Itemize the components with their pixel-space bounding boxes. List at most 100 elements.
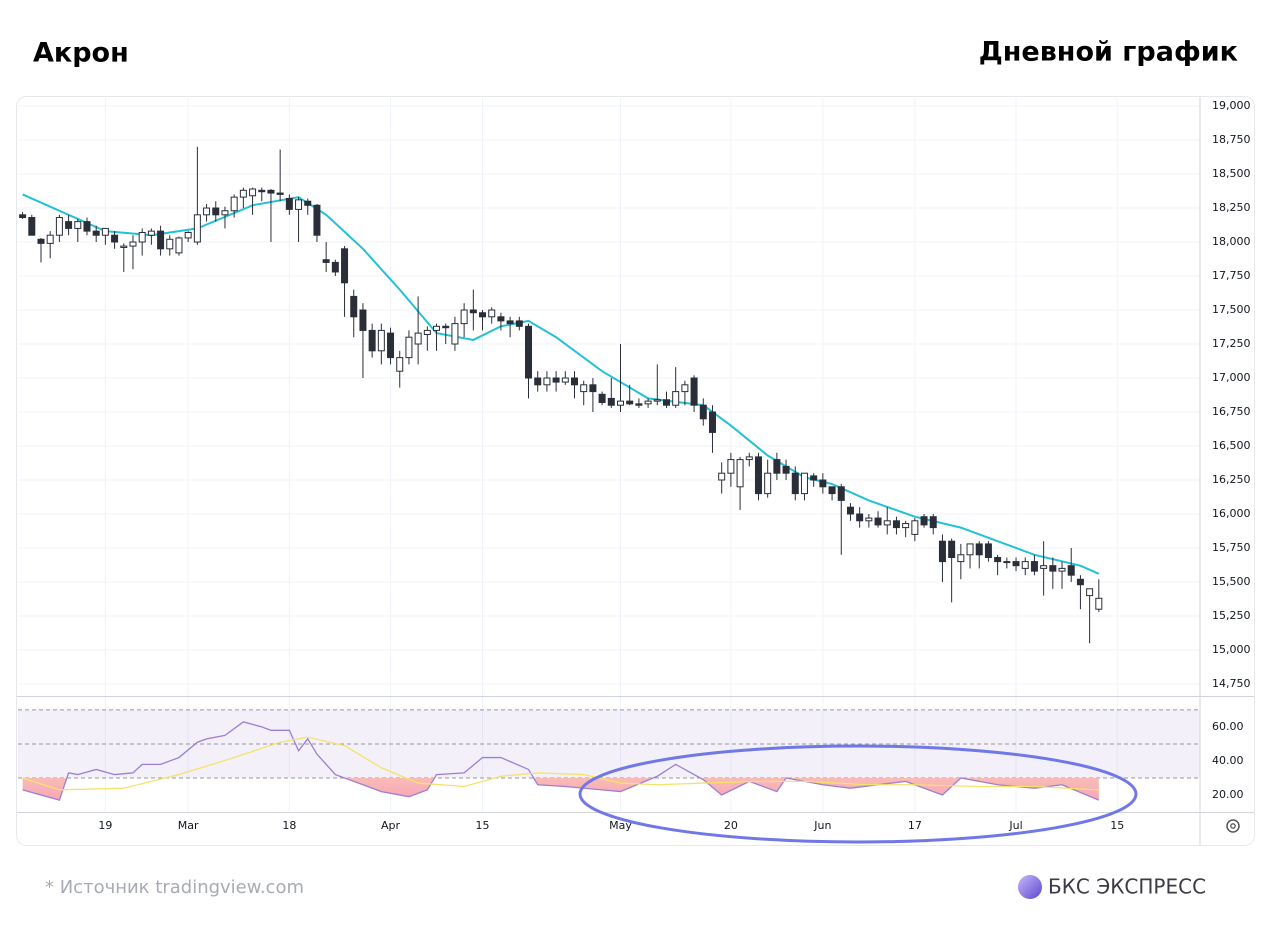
candle-body — [718, 472, 726, 481]
candle-body — [46, 234, 54, 244]
candle-body — [28, 217, 36, 236]
rsi-tick-label: 40.00 — [1212, 754, 1244, 767]
candle-body — [111, 234, 119, 243]
y-tick-label: 18,750 — [1212, 133, 1251, 146]
candle-body — [1040, 565, 1048, 569]
candle-body — [451, 323, 459, 345]
candle-body — [350, 295, 358, 318]
candle-body — [984, 543, 992, 559]
x-tick-label: May — [609, 819, 632, 832]
rsi-line — [22, 736, 1099, 791]
candle-body — [74, 221, 82, 229]
candle-body — [120, 245, 128, 248]
candle-body — [460, 309, 468, 325]
candle-body — [662, 399, 670, 406]
rsi-tick-label: 20.00 — [1212, 788, 1244, 801]
candle-body — [377, 329, 385, 352]
candle-body — [313, 204, 321, 236]
candle-body — [920, 516, 928, 526]
candle-body — [607, 397, 615, 406]
candle-body — [276, 192, 284, 195]
y-tick-label: 15,250 — [1212, 609, 1251, 622]
candle-body — [331, 261, 339, 273]
x-tick-label: Mar — [178, 819, 199, 832]
candle-body — [1003, 561, 1011, 564]
candle-body — [83, 221, 91, 232]
candle-body — [552, 377, 560, 383]
chart-subtitle: Дневной график — [979, 37, 1238, 68]
candle-body — [580, 384, 588, 393]
y-tick-label: 18,500 — [1212, 167, 1251, 180]
candle-body — [37, 238, 45, 244]
candle-body — [249, 188, 257, 197]
rsi-line — [22, 721, 1100, 801]
candle-body — [1021, 561, 1029, 569]
candle-body — [773, 459, 781, 474]
candle-body — [598, 393, 606, 403]
candle-body — [1058, 567, 1066, 572]
candle-body — [166, 238, 174, 250]
x-tick-label: 15 — [1110, 819, 1124, 832]
x-tick-label: 18 — [282, 819, 296, 832]
candle-body — [791, 472, 799, 495]
candle-body — [846, 506, 854, 515]
candle-body — [902, 523, 910, 529]
candle-body — [479, 312, 487, 318]
candle-body — [782, 465, 790, 474]
x-tick-label: Apr — [381, 819, 401, 832]
candle-body — [727, 459, 735, 474]
candle-body — [754, 456, 762, 495]
candle-body — [488, 309, 496, 318]
candle-body — [147, 230, 155, 236]
candle-body — [911, 520, 919, 535]
y-tick-label: 16,750 — [1212, 405, 1251, 418]
candle-body — [230, 196, 238, 212]
candle-body — [874, 517, 882, 526]
candle-body — [745, 456, 753, 461]
candle-body — [736, 459, 744, 488]
candle-body — [396, 357, 404, 372]
candle-body — [626, 400, 634, 405]
y-tick-label: 17,750 — [1212, 269, 1251, 282]
source-note: * Источник tradingview.com — [45, 877, 304, 898]
candle-body — [929, 516, 937, 529]
candle-body — [267, 189, 275, 194]
oversold-fill — [22, 777, 1099, 801]
candle-body — [175, 237, 183, 254]
candle-body — [1086, 588, 1094, 597]
candle-body — [497, 316, 505, 322]
candle-body — [800, 472, 808, 495]
moving-average — [22, 193, 1100, 575]
candle-body — [699, 404, 707, 420]
candle-body — [543, 377, 551, 386]
y-tick-label: 18,000 — [1212, 235, 1251, 248]
highlight-ellipse — [578, 744, 1138, 844]
candle-body — [101, 227, 109, 236]
candle-body — [948, 540, 956, 559]
y-tick-label: 15,500 — [1212, 575, 1251, 588]
y-tick-label: 16,250 — [1212, 473, 1251, 486]
x-tick-label: 19 — [98, 819, 112, 832]
candle-body — [19, 214, 27, 219]
candle-body — [708, 411, 716, 433]
candle-body — [239, 189, 247, 198]
candle-body — [92, 230, 100, 236]
candle-body — [423, 329, 431, 335]
rsi-tick-label: 60.00 — [1212, 720, 1244, 733]
candle-body — [469, 309, 477, 314]
y-tick-label: 19,000 — [1212, 99, 1251, 112]
candle-body — [690, 377, 698, 406]
candle-body — [387, 332, 395, 359]
candle-body — [1076, 578, 1084, 586]
candle-body — [892, 520, 900, 529]
candle-body — [285, 197, 293, 210]
y-tick-label: 14,750 — [1212, 677, 1251, 690]
candle-body — [1030, 561, 1038, 572]
x-tick-label: Jun — [813, 819, 831, 832]
settings-icon[interactable] — [1226, 819, 1240, 833]
candle-body — [184, 231, 192, 239]
chart-title: Акрон — [33, 38, 129, 69]
brand-name: БКС ЭКСПРЕСС — [1048, 875, 1206, 899]
y-tick-label: 18,250 — [1212, 201, 1251, 214]
